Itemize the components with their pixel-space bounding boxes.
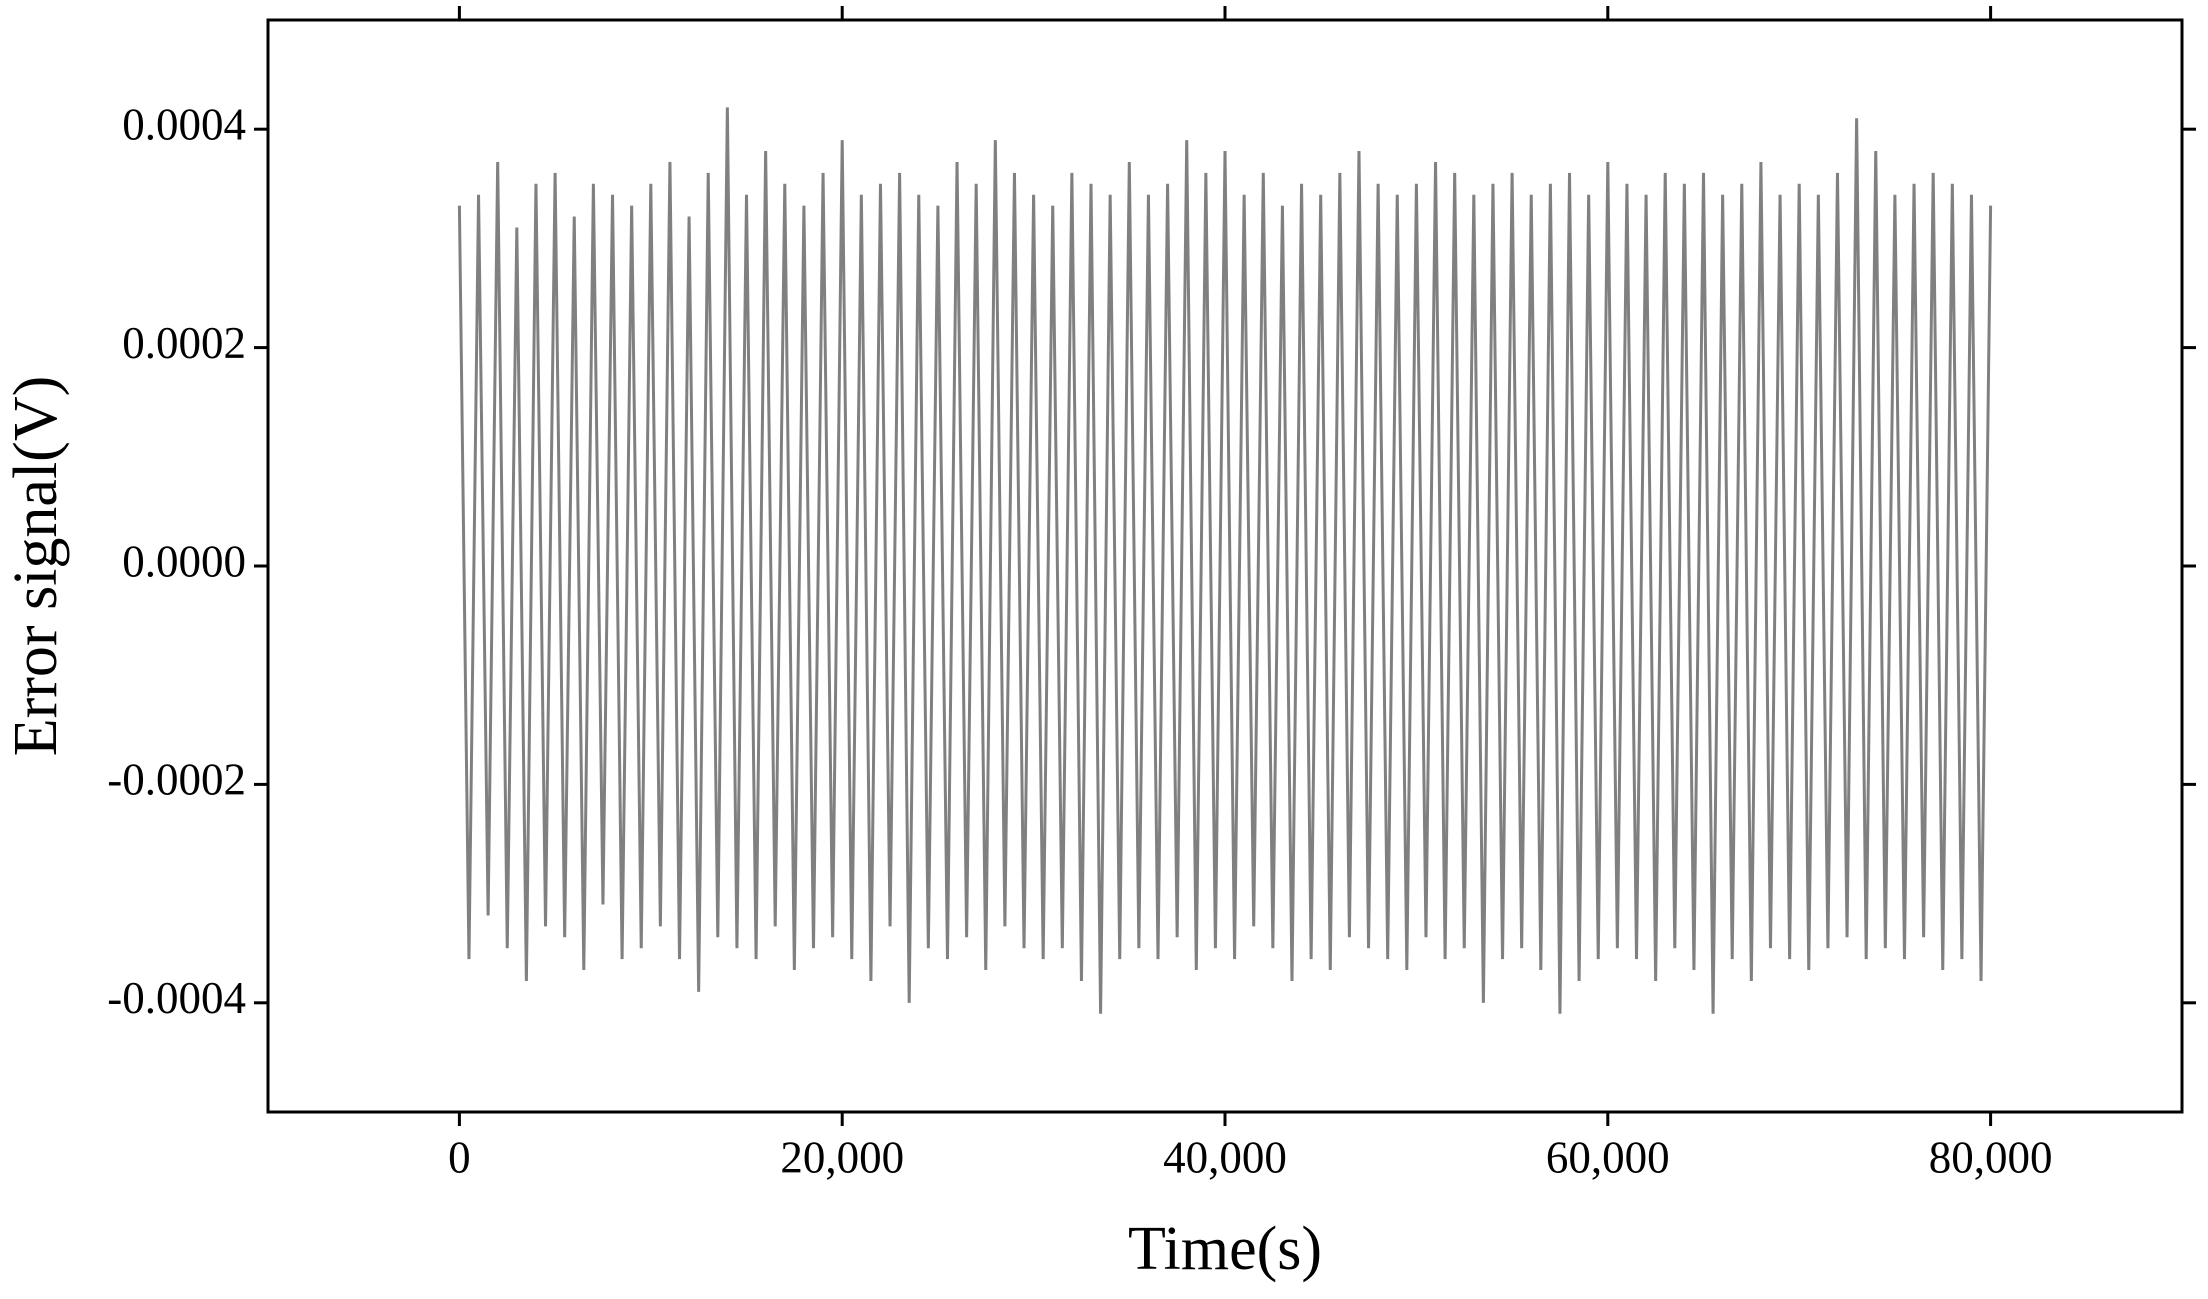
- y-tick-label: 0.0002: [122, 318, 246, 368]
- y-tick-label: -0.0002: [107, 755, 246, 805]
- x-axis-title: Time(s): [1128, 1215, 1322, 1283]
- y-tick-label: 0.0004: [122, 100, 246, 150]
- y-axis-title: Error signal(V): [2, 376, 70, 756]
- x-tick-label: 20,000: [780, 1132, 904, 1182]
- y-tick-label: 0.0000: [122, 536, 246, 586]
- x-tick-label: 40,000: [1163, 1132, 1287, 1182]
- y-tick-label: -0.0004: [107, 973, 246, 1023]
- x-tick-label: 80,000: [1929, 1132, 2053, 1182]
- x-tick-label: 0: [448, 1132, 471, 1182]
- x-tick-label: 60,000: [1546, 1132, 1670, 1182]
- data-line: [457, 107, 1993, 1014]
